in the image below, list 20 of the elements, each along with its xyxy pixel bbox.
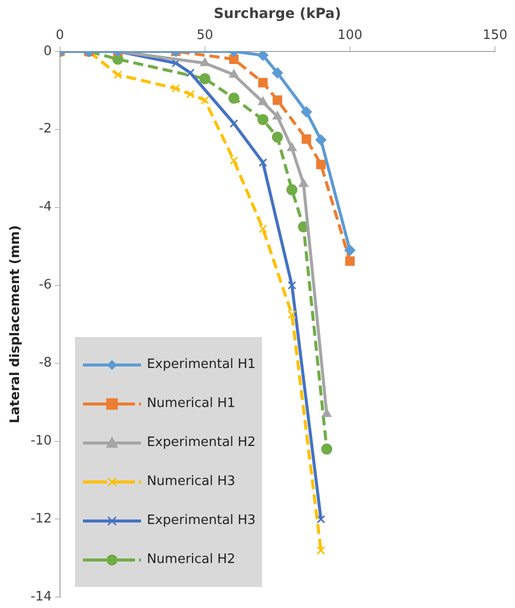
legend-label: Experimental H1: [146, 357, 256, 372]
x-axis-title: Surcharge (kPa): [214, 6, 342, 22]
x-tick-label: 50: [196, 28, 214, 43]
y-tick-label: -2: [38, 122, 52, 137]
y-tick-label: -6: [38, 278, 52, 293]
legend-label: Numerical H1: [146, 396, 236, 412]
x-tick-label: 150: [482, 28, 508, 43]
y-tick-label: -12: [30, 512, 52, 527]
x-tick-label: 0: [56, 28, 64, 43]
y-tick-label: 0: [44, 44, 52, 59]
y-tick-label: -10: [30, 434, 52, 449]
y-tick-label: -14: [30, 590, 52, 605]
legend-label: Experimental H3: [146, 513, 256, 528]
x-tick-label: 100: [338, 28, 362, 43]
y-tick-label: -8: [38, 356, 52, 371]
y-tick-label: -4: [38, 200, 52, 215]
legend-label: Numerical H3: [146, 474, 236, 490]
legend-label: Numerical H2: [146, 552, 236, 568]
legend-label: Experimental H2: [146, 435, 256, 450]
y-axis-title: Lateral displacement (mm): [8, 225, 24, 424]
